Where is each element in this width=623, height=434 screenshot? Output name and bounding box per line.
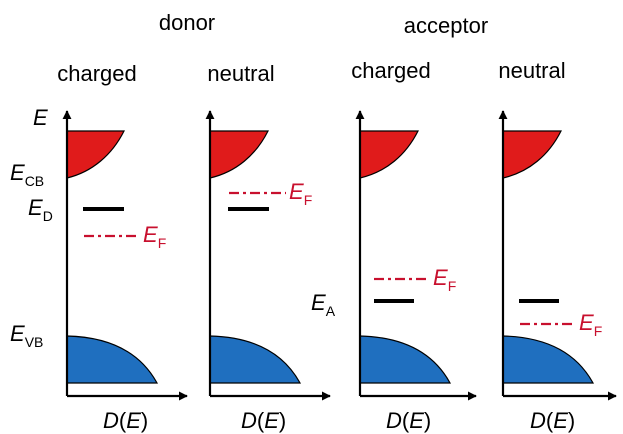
panel-acceptor-charged: EF EA D(E): [311, 110, 477, 433]
x-axis-label: D(E): [530, 408, 575, 433]
valence-band: [209, 335, 302, 384]
panel-acceptor-neutral: EF D(E): [498, 110, 617, 433]
conduction-band: [502, 130, 562, 179]
donor-level-label: ED: [28, 195, 53, 224]
fermi-level-label: EF: [433, 265, 456, 294]
fermi-level-label: EF: [143, 222, 166, 251]
valence-band: [359, 335, 452, 384]
fermi-level-label: EF: [289, 179, 312, 208]
conduction-band: [359, 130, 419, 179]
x-axis-label: D(E): [241, 408, 286, 433]
panel-donor-neutral: EF D(E): [205, 110, 331, 433]
fermi-level-label: EF: [579, 310, 602, 339]
column-label-donor-charged: charged: [57, 61, 137, 86]
valence-band-edge-label: EVB: [10, 321, 43, 350]
x-axis-label: D(E): [103, 408, 148, 433]
conduction-band: [209, 130, 269, 179]
acceptor-level-label: EA: [311, 290, 336, 319]
x-axis-label: D(E): [386, 408, 431, 433]
column-label-acceptor-charged: charged: [351, 58, 431, 83]
panel-donor-charged: EF D(E): [62, 110, 188, 433]
conduction-band: [66, 130, 125, 179]
energy-axis-label: E: [33, 105, 48, 130]
valence-band: [502, 335, 595, 384]
valence-band: [66, 335, 159, 384]
conduction-band-edge-label: ECB: [10, 160, 44, 189]
column-label-acceptor-neutral: neutral: [498, 58, 565, 83]
group-label-donor: donor: [159, 10, 215, 35]
group-label-acceptor: acceptor: [404, 13, 488, 38]
column-label-donor-neutral: neutral: [207, 61, 274, 86]
